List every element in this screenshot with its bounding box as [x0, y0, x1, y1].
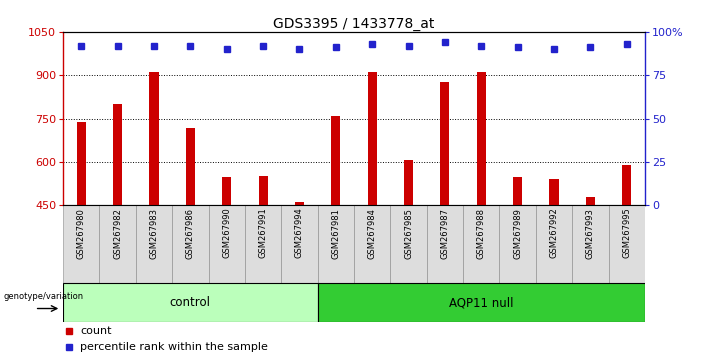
Bar — [586, 197, 595, 205]
Bar — [367, 72, 376, 205]
Bar — [536, 205, 572, 283]
Bar — [295, 202, 304, 205]
Bar — [390, 205, 427, 283]
Text: GSM267985: GSM267985 — [404, 208, 413, 258]
Bar — [499, 205, 536, 283]
Bar — [281, 205, 318, 283]
Text: GSM267987: GSM267987 — [440, 208, 449, 259]
Bar — [354, 205, 390, 283]
Text: AQP11 null: AQP11 null — [449, 296, 514, 309]
Text: GSM267986: GSM267986 — [186, 208, 195, 259]
Bar — [513, 177, 522, 205]
Text: GSM267980: GSM267980 — [77, 208, 86, 258]
Bar — [550, 179, 559, 205]
Text: GSM267983: GSM267983 — [149, 208, 158, 259]
Bar — [318, 205, 354, 283]
Bar — [76, 122, 86, 205]
Title: GDS3395 / 1433778_at: GDS3395 / 1433778_at — [273, 17, 435, 31]
Text: GSM267989: GSM267989 — [513, 208, 522, 258]
Bar — [622, 165, 632, 205]
Text: GSM267982: GSM267982 — [113, 208, 122, 258]
Bar — [149, 72, 158, 205]
Bar — [113, 104, 122, 205]
Bar — [63, 205, 100, 283]
Text: percentile rank within the sample: percentile rank within the sample — [80, 342, 268, 352]
Bar — [463, 205, 499, 283]
Text: GSM267993: GSM267993 — [586, 208, 595, 258]
Text: GSM267991: GSM267991 — [259, 208, 268, 258]
Bar — [477, 72, 486, 205]
Text: GSM267990: GSM267990 — [222, 208, 231, 258]
Bar — [136, 205, 172, 283]
Bar — [608, 205, 645, 283]
Bar — [100, 205, 136, 283]
Text: control: control — [170, 296, 211, 309]
Text: GSM267994: GSM267994 — [295, 208, 304, 258]
Text: GSM267992: GSM267992 — [550, 208, 559, 258]
Bar — [259, 176, 268, 205]
Bar — [222, 177, 231, 205]
Text: count: count — [80, 326, 111, 336]
Text: genotype/variation: genotype/variation — [4, 292, 83, 301]
Bar — [427, 205, 463, 283]
Text: GSM267995: GSM267995 — [622, 208, 631, 258]
Bar — [63, 283, 318, 322]
Bar — [318, 283, 645, 322]
Bar — [172, 205, 209, 283]
Bar — [209, 205, 245, 283]
Bar — [245, 205, 281, 283]
Bar — [572, 205, 608, 283]
Text: GSM267988: GSM267988 — [477, 208, 486, 259]
Text: GSM267981: GSM267981 — [332, 208, 340, 258]
Bar — [404, 160, 413, 205]
Bar — [186, 128, 195, 205]
Text: GSM267984: GSM267984 — [368, 208, 376, 258]
Bar — [440, 81, 449, 205]
Bar — [332, 116, 341, 205]
